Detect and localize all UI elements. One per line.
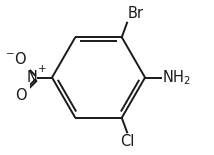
Text: +: + xyxy=(38,64,47,74)
Text: Cl: Cl xyxy=(120,134,134,149)
Text: N: N xyxy=(27,70,37,85)
Text: NH$_2$: NH$_2$ xyxy=(162,68,191,87)
Text: O: O xyxy=(15,88,27,103)
Text: Br: Br xyxy=(128,6,144,21)
Text: $^{-}$O: $^{-}$O xyxy=(4,51,27,67)
